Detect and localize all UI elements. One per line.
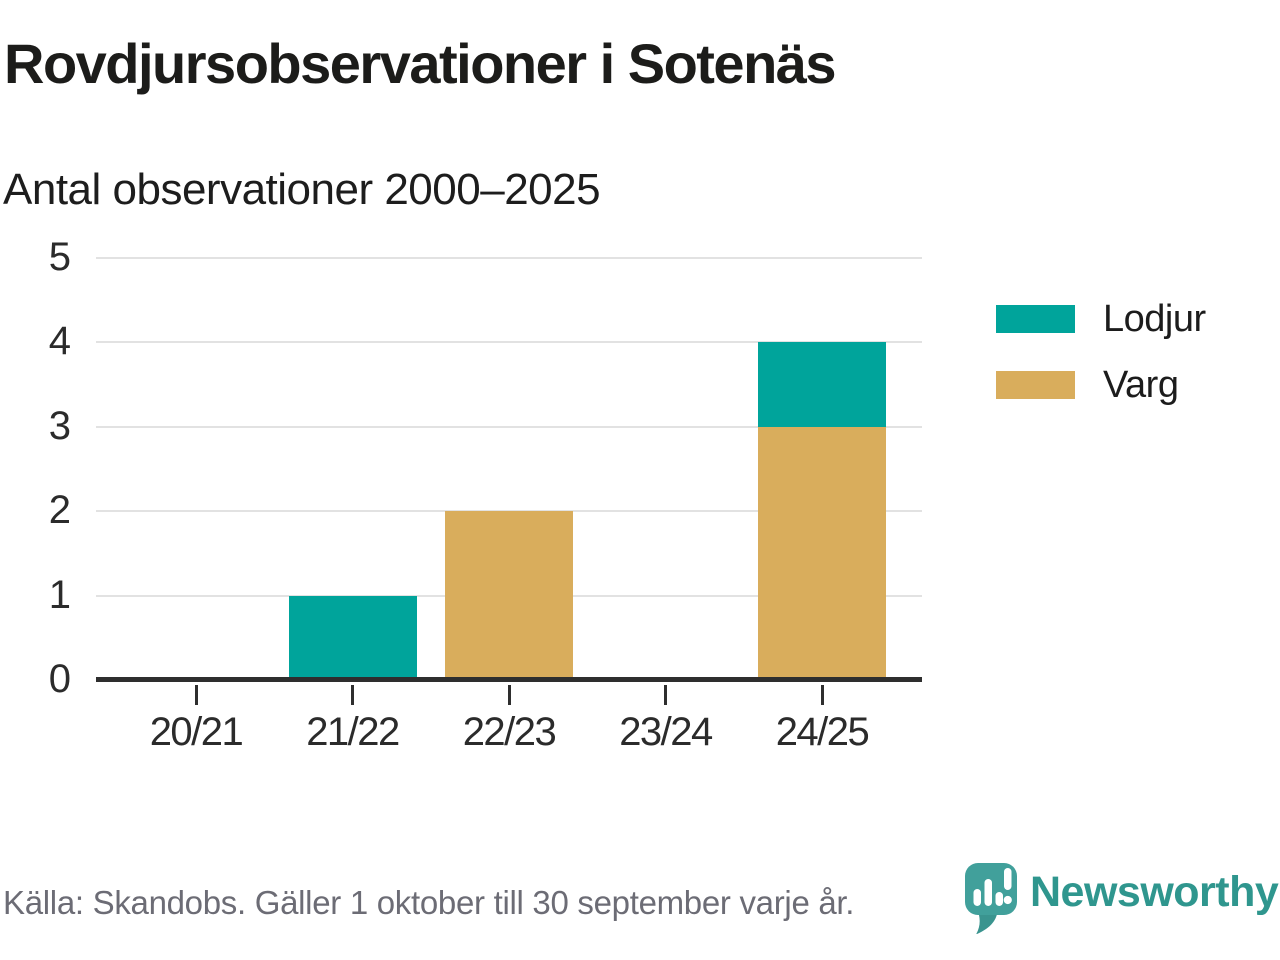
x-tick (664, 685, 667, 705)
x-axis-label: 20/21 (149, 710, 244, 754)
plot-area: 20/21 21/22 22/23 23/24 24/25 (96, 257, 922, 754)
chart-title: Rovdjursobservationer i Sotenäs (4, 32, 837, 95)
newsworthy-logo: Newsworthy (963, 862, 1279, 934)
legend-swatch-lodjur (996, 305, 1075, 333)
y-axis-label: 1 (48, 572, 71, 617)
source-note: Källa: Skandobs. Gäller 1 oktober till 3… (3, 884, 855, 921)
bar-segment-lodjur (288, 595, 417, 680)
chart-subtitle: Antal observationer 2000–2025 (3, 165, 601, 214)
bar-segment-varg (758, 426, 886, 680)
gridline (96, 425, 922, 428)
x-axis-label: 24/25 (775, 710, 870, 754)
x-tick (194, 685, 198, 705)
x-axis-label: 22/23 (462, 710, 557, 754)
legend-label: Varg (1103, 364, 1179, 406)
y-axis-label: 2 (48, 488, 71, 533)
y-axis-label: 5 (48, 235, 71, 280)
y-axis-label: 4 (48, 319, 71, 364)
x-tick (351, 685, 354, 705)
y-axis-label: 3 (48, 403, 71, 448)
gridline (96, 257, 922, 259)
x-axis-label: 23/24 (619, 710, 713, 754)
bar-segment-varg (445, 511, 573, 680)
x-tick (507, 685, 511, 705)
gridline (96, 341, 922, 344)
bar-segment-lodjur (758, 342, 886, 427)
legend-item: Varg (996, 366, 1206, 404)
newsworthy-logo-icon (965, 863, 1017, 934)
logo-tail (976, 909, 998, 934)
legend-label: Lodjur (1103, 298, 1206, 340)
x-tick (820, 685, 824, 705)
legend-swatch-varg (996, 371, 1075, 399)
legend: Lodjur Varg (996, 300, 1206, 404)
y-axis: 0 1 2 3 4 5 (0, 237, 71, 699)
brand-name: Newsworthy (1030, 868, 1279, 916)
x-axis-baseline (96, 677, 922, 682)
y-axis-label: 0 (48, 657, 71, 702)
legend-item: Lodjur (996, 300, 1206, 338)
x-axis-label: 21/22 (306, 710, 400, 754)
